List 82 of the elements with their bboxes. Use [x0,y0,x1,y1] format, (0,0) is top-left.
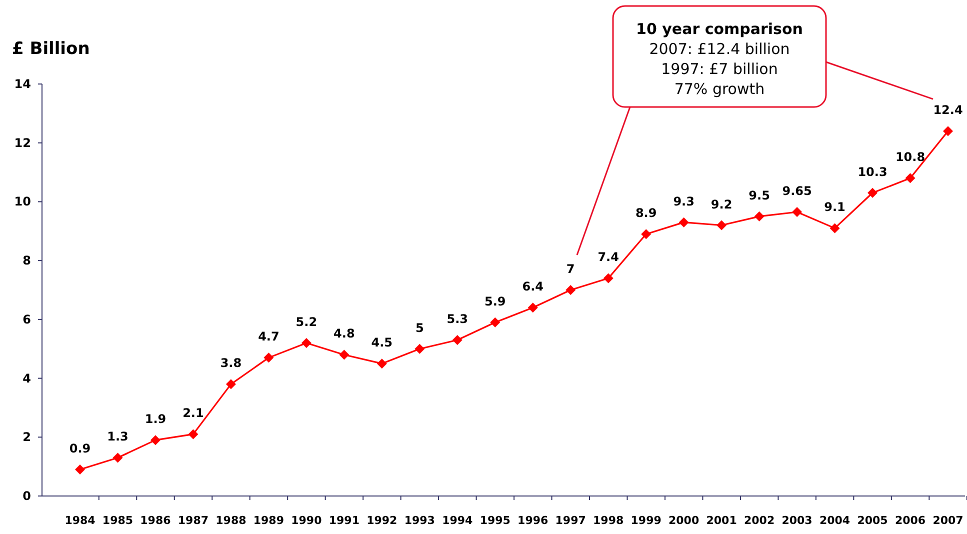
point [566,285,576,295]
x-tick-label: 1992 [366,514,398,527]
x-tick-label: 1987 [178,514,209,527]
point [830,223,840,234]
data-label: 4.8 [334,326,355,341]
data-label: 7 [566,262,575,276]
x-tick-label: 1993 [404,514,435,527]
x-tick-label: 1989 [253,514,284,527]
y-tick-label: 4 [22,371,31,386]
x-tick-label: 1988 [216,514,246,527]
y-tick-label: 8 [22,254,31,268]
x-tick-label: 1997 [555,514,586,527]
point [641,229,652,240]
data-label: 12.4 [933,103,963,118]
x-tick-label: 1996 [518,514,549,527]
x-tick-label: 2001 [706,514,737,527]
data-label: 10.3 [858,164,888,179]
x-tick-label: 2000 [668,514,700,527]
data-label: 5.9 [484,294,506,308]
point [452,335,462,346]
point [603,273,614,284]
x-tick-label: 1984 [64,514,96,527]
y-tick-label: 2 [22,430,31,444]
x-tick-label: 2005 [857,514,888,527]
data-label: 9.5 [748,188,770,202]
point [75,464,85,475]
x-tick-label: 1986 [140,514,172,527]
data-label: 9.1 [824,200,846,214]
data-label: 1.3 [107,430,128,444]
data-label: 6.4 [522,280,544,294]
x-tick-label: 1985 [102,514,134,527]
y-tick-label: 14 [14,77,31,91]
data-label: 9.65 [782,184,812,198]
data-label: 5 [415,320,424,335]
y-tick-label: 6 [22,312,31,326]
x-tick-label: 2003 [782,514,812,527]
x-tick-label: 1995 [480,514,510,527]
data-label: 0.9 [69,442,91,456]
point [754,211,764,222]
x-tick-label: 1999 [630,514,662,527]
point [150,435,160,446]
point [188,429,198,440]
data-label: 4.5 [371,336,393,350]
point [339,350,350,360]
point [376,358,387,369]
point [112,452,123,463]
point [792,207,802,218]
y-tick-label: 10 [14,194,31,209]
point [490,317,500,328]
point [943,126,953,136]
data-label: 2.1 [182,406,204,420]
data-label: 9.3 [673,194,694,208]
data-label: 9.2 [710,197,732,212]
point [678,217,689,228]
point [905,173,916,184]
point [716,220,727,230]
x-tick-label: 2006 [894,514,926,527]
data-label: 4.7 [258,330,280,344]
data-label: 8.9 [635,206,657,220]
data-label: 5.2 [296,314,318,329]
data-label: 1.9 [144,412,166,426]
y-tick-label: 12 [14,136,31,150]
point [301,338,312,348]
y-axis-title: £ Billion [12,39,90,59]
x-tick-label: 2004 [819,514,850,527]
x-tick-label: 1994 [442,514,474,527]
point [868,188,878,198]
x-tick-label: 1991 [328,514,360,527]
point [528,302,538,313]
data-label: 10.8 [895,150,926,164]
point [414,344,425,354]
point [264,352,274,363]
x-tick-label: 1990 [291,514,322,527]
x-tick-label: 2002 [744,514,775,527]
annotation: 10 year comparison 2007: £12.4 billion 1997: £7 billion 77% growth [636,20,803,98]
point [226,379,236,390]
data-label: 7.4 [598,250,619,264]
data-label: 5.3 [446,312,468,326]
y-tick-label: 0 [22,489,31,503]
x-tick-label: 1998 [593,514,624,527]
x-tick-label: 2007 [932,514,964,527]
data-label: 3.8 [220,356,242,370]
